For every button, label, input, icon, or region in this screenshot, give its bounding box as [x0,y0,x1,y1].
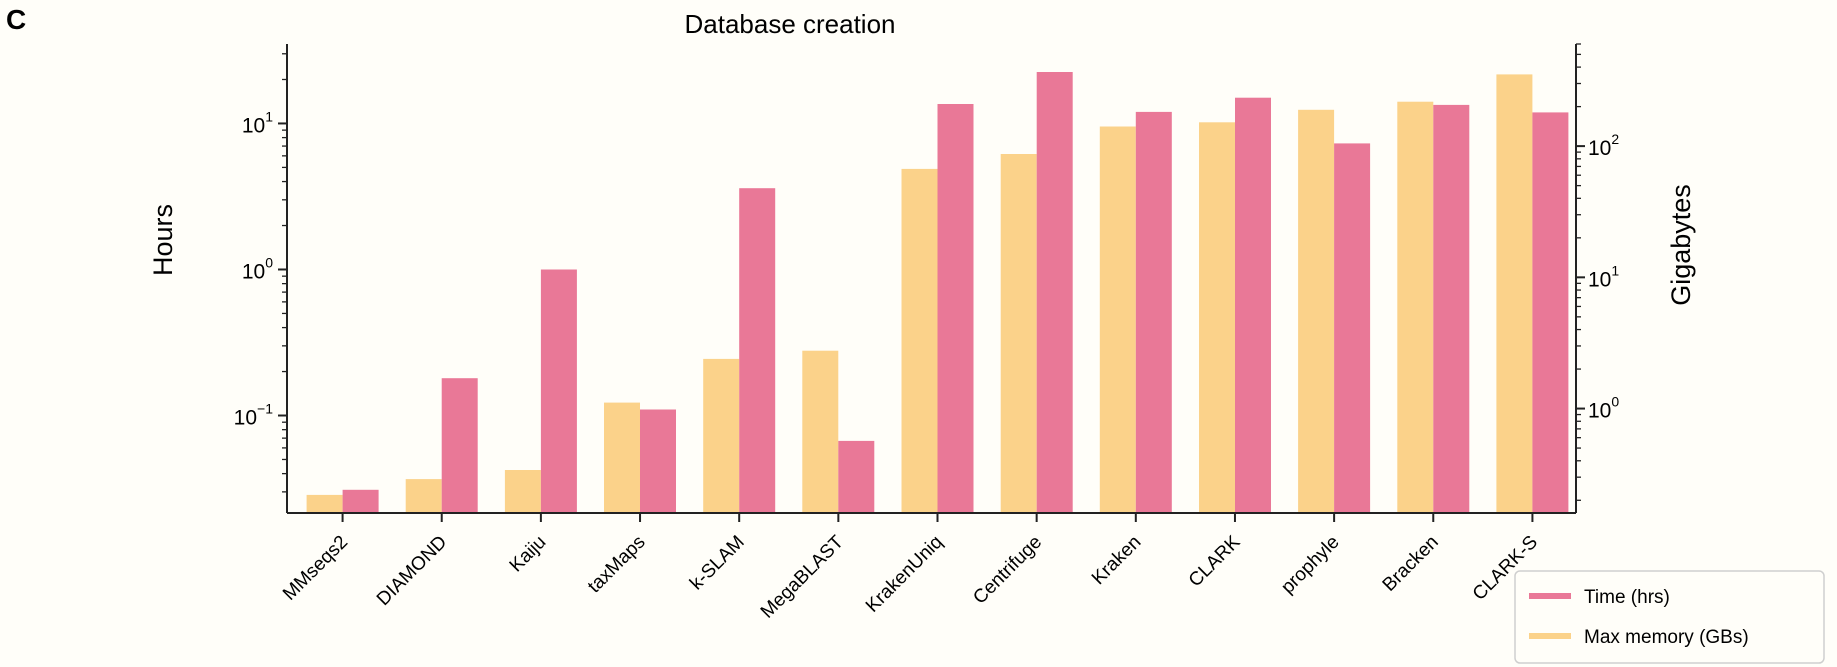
bar-time-MMseqs2 [342,489,379,513]
x-category-label: MegaBLAST [757,531,848,622]
bar-time-taxMaps [640,409,676,513]
right-tick-exponent: 1 [1611,262,1619,278]
bar-memory-Kaiju [504,470,541,513]
x-category-label: k-SLAM [686,532,749,595]
legend-label: Max memory (GBs) [1584,627,1749,648]
bar-time-MegaBLAST [838,440,875,513]
bar-memory-KrakenUniq [901,168,938,513]
right-tick-base: 10 [1588,268,1611,291]
x-category-label: prophyle [1277,532,1343,598]
bar-memory-Bracken [1397,101,1434,513]
bar-memory-DIAMOND [405,479,442,513]
x-category-label: CLARK [1185,531,1245,591]
x-category-label: KrakenUniq [862,532,947,617]
x-category-label: Bracken [1379,532,1443,596]
right-tick-base: 10 [1588,137,1611,160]
bar-memory-CLARK-S [1496,74,1533,514]
bar-time-Bracken [1433,104,1470,514]
bar-memory-MMseqs2 [306,494,343,513]
bar-time-Kaiju [540,269,577,513]
left-tick-exponent: −1 [257,401,273,417]
right-tick-label: 102 [1588,131,1619,160]
x-category-label: Kraken [1088,532,1145,589]
right-tick-base: 10 [1588,400,1611,423]
bar-memory-CLARK [1199,122,1235,514]
legend-label: Time (hrs) [1584,587,1670,608]
x-category-label: Centrifuge [969,532,1046,609]
right-tick-label: 101 [1588,262,1619,291]
bar-time-Centrifuge [1036,72,1073,513]
bar-memory-k-SLAM [703,358,740,513]
legend: Time (hrs) Max memory (GBs) [1514,570,1825,664]
bar-time-k-SLAM [739,188,776,513]
panel-label: C [6,4,26,35]
bar-memory-MegaBLAST [802,350,839,513]
right-tick-label: 100 [1588,394,1619,423]
x-category-label: Kaiju [506,532,551,577]
chart-title: Database creation [684,9,895,39]
legend-box [1514,570,1825,664]
bar-memory-Kraken [1099,126,1136,513]
right-tick-exponent: 0 [1611,394,1619,410]
left-tick-base: 10 [242,114,265,137]
bar-time-CLARK [1235,97,1271,513]
left-tick-exponent: 1 [265,108,273,124]
right-axis-title: Gigabytes [1666,184,1696,306]
bars-group [306,72,1569,514]
bar-time-Kraken [1135,111,1172,514]
left-tick-exponent: 0 [265,254,273,270]
bar-time-prophyle [1334,143,1371,513]
left-tick-label: 101 [242,108,273,137]
left-tick-label: 100 [242,254,273,283]
bar-memory-Centrifuge [1000,154,1037,513]
left-tick-base: 10 [242,260,265,283]
x-category-label: MMseqs2 [279,532,352,605]
bar-time-CLARK-S [1532,112,1569,514]
left-tick-label: 10−1 [234,401,274,430]
left-tick-base: 10 [234,407,257,430]
left-axis-title: Hours [148,204,178,276]
x-category-label: DIAMOND [373,532,451,610]
bar-memory-prophyle [1298,109,1335,514]
bar-memory-taxMaps [604,402,640,513]
right-tick-exponent: 2 [1611,131,1619,147]
x-category-label: taxMaps [584,532,650,598]
bar-time-KrakenUniq [937,104,974,513]
bar-time-DIAMOND [441,378,478,513]
